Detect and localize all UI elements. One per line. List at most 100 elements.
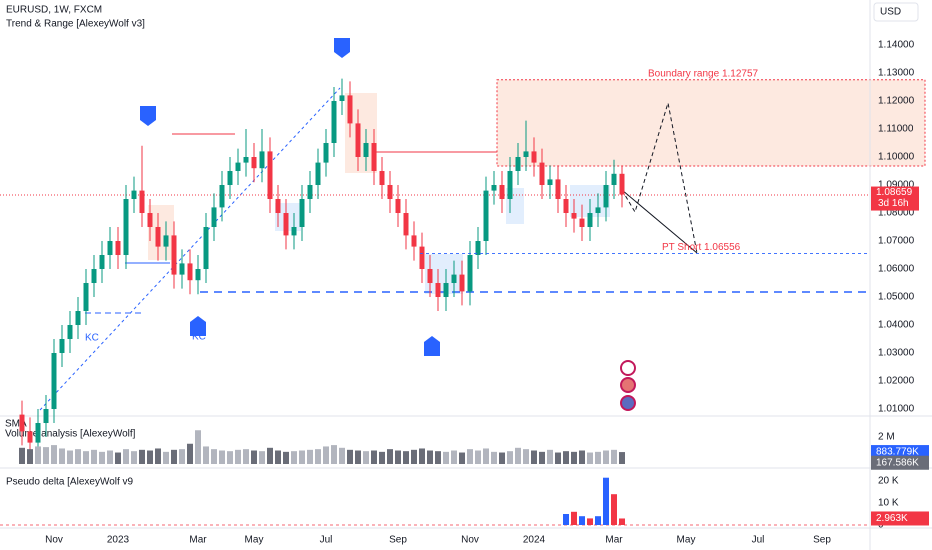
y-tick-label: 1.07000 [878,236,915,247]
bar [467,449,473,464]
price-badge: 1.08659 [876,187,913,198]
candle-body [131,190,137,200]
bar [571,511,577,525]
bar [459,452,465,464]
bar [611,449,617,464]
bar [219,450,225,464]
candle-body [555,179,561,200]
y-tick-label: 1.10000 [878,152,915,163]
candle-body [187,263,193,281]
bar [587,518,593,525]
bar [291,451,297,464]
candle-body [275,199,281,214]
bar [379,451,385,464]
chart-title: EURUSD, 1W, FXCM [6,5,102,16]
candle-body [379,171,385,186]
bar [339,447,345,464]
bar [115,452,121,464]
indicator-name: Pseudo delta [AlexeyWolf v9 [6,477,134,488]
x-tick-label: Sep [389,535,407,546]
candle-body [347,95,353,124]
candle-body [571,213,577,219]
candle-body [59,339,65,354]
bar [531,450,537,464]
bar [611,494,617,525]
trend-line [39,87,341,411]
bar [243,449,249,464]
candle-body [251,157,257,169]
candle-body [163,235,169,247]
bar [491,451,497,464]
bar [67,450,73,464]
bar [187,443,193,464]
x-tick-label: Jul [320,535,333,546]
candle-body [219,185,225,208]
candle-body [587,213,593,228]
candle-body [107,241,113,256]
bar [163,451,169,464]
bar [451,450,457,464]
event-icon[interactable] [620,377,636,393]
bar [27,449,33,464]
y-tick-label: 10 K [878,498,899,509]
candle-body [99,255,105,270]
last-value-badge: 2.963K [876,513,908,524]
pin [334,38,350,58]
bar [267,447,273,464]
bar [387,449,393,464]
bar [563,451,569,464]
y-tick-label: 1.12000 [878,96,915,107]
candle-body [147,213,153,228]
candle-body [515,157,521,172]
bar [523,449,529,464]
y-tick-label: 1.03000 [878,348,915,359]
candle-body [443,283,449,298]
sma-badge: 167.586K [876,457,919,468]
y-tick-label: 1.06000 [878,264,915,275]
last-value-badge: 883.779K [876,447,919,458]
bar [427,450,433,464]
bar [579,450,585,464]
candle-body [43,409,49,424]
bar [59,448,65,464]
candle-body [539,162,545,186]
y-tick-label: 2 M [878,432,895,443]
bar [19,447,25,464]
candle-body [299,199,305,228]
candle-body [203,227,209,270]
kc-label: KC [192,332,206,343]
candle-body [195,269,201,281]
projection-arrow [621,189,698,254]
x-tick-label: May [677,535,696,546]
y-tick-label: 1.09000 [878,180,915,191]
pin [190,316,206,336]
event-icon[interactable] [620,360,636,376]
candle-body [283,213,289,236]
x-tick-label: Nov [45,535,63,546]
bar [283,451,289,464]
bar [403,451,409,464]
bar [571,451,577,464]
bar [195,430,201,464]
candle-body [595,207,601,214]
kc-label: KC [85,333,99,344]
bar [363,451,369,464]
event-icon[interactable] [620,395,636,411]
candle-body [395,199,401,214]
currency-button[interactable] [873,2,919,22]
candle-body [155,227,161,247]
candle-body [363,143,369,158]
bar [227,451,233,464]
bar [179,449,185,464]
bar [275,450,281,464]
candle-body [331,100,337,144]
candle-body [435,283,441,298]
y-tick-label: 1.11000 [878,124,914,135]
y-tick-label: 1.14000 [878,40,915,51]
x-tick-label: Jul [752,535,765,546]
bar [603,450,609,464]
candle-body [307,185,313,200]
y-tick-label: 1.04000 [878,320,915,331]
bar [147,450,153,464]
bar [51,445,57,464]
